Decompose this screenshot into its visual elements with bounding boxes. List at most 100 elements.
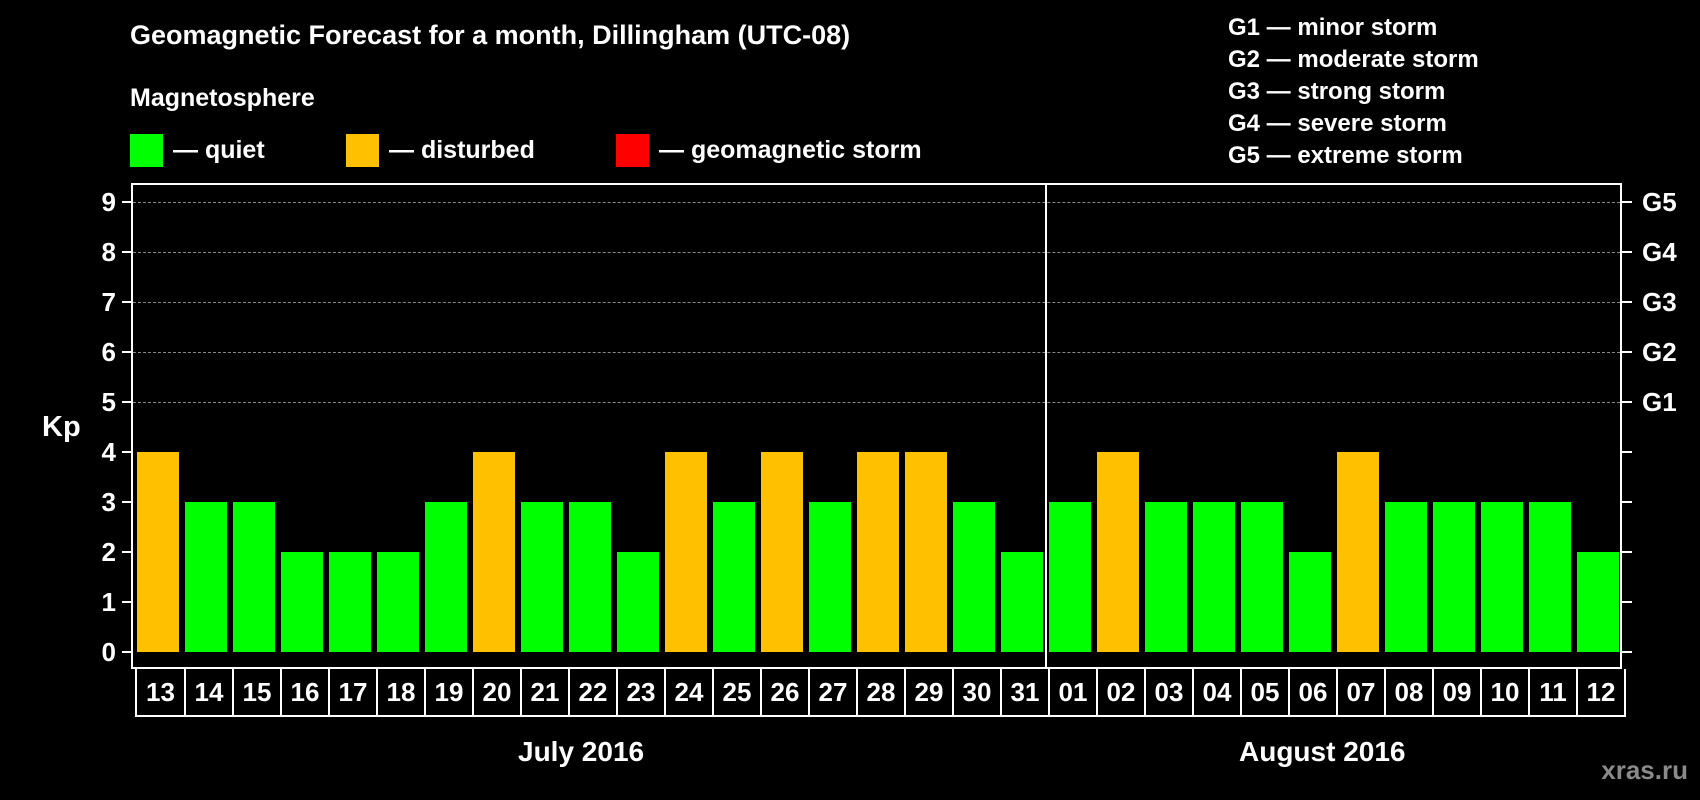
legend-storm: — geomagnetic storm bbox=[616, 134, 922, 167]
gridline-8 bbox=[133, 252, 1620, 253]
gridline-5 bbox=[133, 402, 1620, 403]
bar-07 bbox=[1337, 452, 1379, 652]
date-label-05: 05 bbox=[1240, 669, 1288, 715]
bar-25 bbox=[713, 502, 755, 652]
date-label-25: 25 bbox=[712, 669, 760, 715]
bar-01 bbox=[1049, 502, 1091, 652]
y-tick-6 bbox=[122, 351, 132, 353]
date-label-16: 16 bbox=[280, 669, 328, 715]
y-tick-7 bbox=[122, 301, 132, 303]
y-tick-label-3: 3 bbox=[101, 487, 116, 517]
bar-03 bbox=[1145, 502, 1187, 652]
date-label-07: 07 bbox=[1336, 669, 1384, 715]
bar-13 bbox=[137, 452, 179, 652]
y-tick-label-8: 8 bbox=[101, 237, 116, 267]
legend-label-quiet: — quiet bbox=[173, 136, 265, 164]
bar-16 bbox=[281, 552, 323, 652]
bar-30 bbox=[953, 502, 995, 652]
bar-20 bbox=[473, 452, 515, 652]
date-label-10: 10 bbox=[1480, 669, 1528, 715]
date-label-30: 30 bbox=[952, 669, 1000, 715]
y-tick-label-2: 2 bbox=[101, 537, 116, 567]
bar-05 bbox=[1241, 502, 1283, 652]
right-axis-label-g1: G1 bbox=[1642, 387, 1677, 417]
y-tick-label-6: 6 bbox=[101, 337, 116, 367]
right-axis-label-g2: G2 bbox=[1642, 337, 1677, 367]
y-tick-3 bbox=[122, 501, 132, 503]
y-tick-label-1: 1 bbox=[101, 587, 116, 617]
bar-12 bbox=[1577, 552, 1619, 652]
y-tick-9 bbox=[122, 201, 132, 203]
date-label-02: 02 bbox=[1096, 669, 1144, 715]
y-tick-label-4: 4 bbox=[101, 437, 116, 467]
right-tick-2 bbox=[1622, 551, 1632, 553]
bar-28 bbox=[857, 452, 899, 652]
bar-27 bbox=[809, 502, 851, 652]
y-tick-label-5: 5 bbox=[101, 387, 116, 417]
right-tick-4 bbox=[1622, 451, 1632, 453]
legend-swatch-storm bbox=[616, 134, 649, 167]
bar-19 bbox=[425, 502, 467, 652]
bar-18 bbox=[377, 552, 419, 652]
legend-quiet: — quiet bbox=[130, 134, 265, 167]
bar-17 bbox=[329, 552, 371, 652]
y-tick-1 bbox=[122, 601, 132, 603]
date-label-22: 22 bbox=[568, 669, 616, 715]
right-tick-0 bbox=[1622, 651, 1632, 653]
right-axis-label-g4: G4 bbox=[1642, 237, 1677, 267]
right-tick-9 bbox=[1622, 201, 1632, 203]
date-axis: 13 14 15 16 17 18 19 20 21 22 23 24 25 26 27 28 29 30 31 01… bbox=[135, 669, 1626, 717]
date-label-09: 09 bbox=[1432, 669, 1480, 715]
date-label-31: 31 bbox=[1000, 669, 1048, 715]
legend-swatch-quiet bbox=[130, 134, 163, 167]
right-tick-6 bbox=[1622, 351, 1632, 353]
bar-14 bbox=[185, 502, 227, 652]
y-tick-8 bbox=[122, 251, 132, 253]
gridline-9 bbox=[133, 202, 1620, 203]
storm-legend-g3: G3 — strong storm bbox=[1228, 78, 1446, 105]
y-axis-label: Kp bbox=[42, 411, 81, 443]
date-label-24: 24 bbox=[664, 669, 712, 715]
gridline-7 bbox=[133, 302, 1620, 303]
y-tick-0 bbox=[122, 651, 132, 653]
date-label-11: 11 bbox=[1528, 669, 1576, 715]
watermark: xras.ru bbox=[1601, 755, 1688, 785]
bar-29 bbox=[905, 452, 947, 652]
bar-11 bbox=[1529, 502, 1571, 652]
date-label-14: 14 bbox=[184, 669, 232, 715]
bar-23 bbox=[617, 552, 659, 652]
bar-06 bbox=[1289, 552, 1331, 652]
bar-26 bbox=[761, 452, 803, 652]
month-label-august: August 2016 bbox=[1239, 736, 1406, 767]
legend-swatch-disturbed bbox=[346, 134, 379, 167]
date-label-18: 18 bbox=[376, 669, 424, 715]
date-label-29: 29 bbox=[904, 669, 952, 715]
right-axis-label-g3: G3 bbox=[1642, 287, 1677, 317]
date-label-12: 12 bbox=[1576, 669, 1624, 715]
date-label-28: 28 bbox=[856, 669, 904, 715]
chart-title: Geomagnetic Forecast for a month, Dillin… bbox=[130, 20, 851, 50]
gridline-6 bbox=[133, 352, 1620, 353]
right-tick-8 bbox=[1622, 251, 1632, 253]
bar-10 bbox=[1481, 502, 1523, 652]
right-axis-label-g5: G5 bbox=[1642, 187, 1677, 217]
date-label-04: 04 bbox=[1192, 669, 1240, 715]
legend-label-disturbed: — disturbed bbox=[389, 136, 535, 164]
storm-legend-g5: G5 — extreme storm bbox=[1228, 142, 1463, 169]
bar-31 bbox=[1001, 552, 1043, 652]
date-label-21: 21 bbox=[520, 669, 568, 715]
bar-21 bbox=[521, 502, 563, 652]
bar-22 bbox=[569, 502, 611, 652]
y-tick-label-9: 9 bbox=[101, 187, 116, 217]
storm-legend-g1: G1 — minor storm bbox=[1228, 14, 1438, 41]
right-tick-7 bbox=[1622, 301, 1632, 303]
bar-08 bbox=[1385, 502, 1427, 652]
bar-04 bbox=[1193, 502, 1235, 652]
plot-area bbox=[131, 183, 1622, 669]
date-label-08: 08 bbox=[1384, 669, 1432, 715]
date-label-06: 06 bbox=[1288, 669, 1336, 715]
date-label-23: 23 bbox=[616, 669, 664, 715]
date-label-13: 13 bbox=[146, 676, 175, 707]
legend-label-storm: — geomagnetic storm bbox=[659, 136, 922, 164]
y-tick-4 bbox=[122, 451, 132, 453]
